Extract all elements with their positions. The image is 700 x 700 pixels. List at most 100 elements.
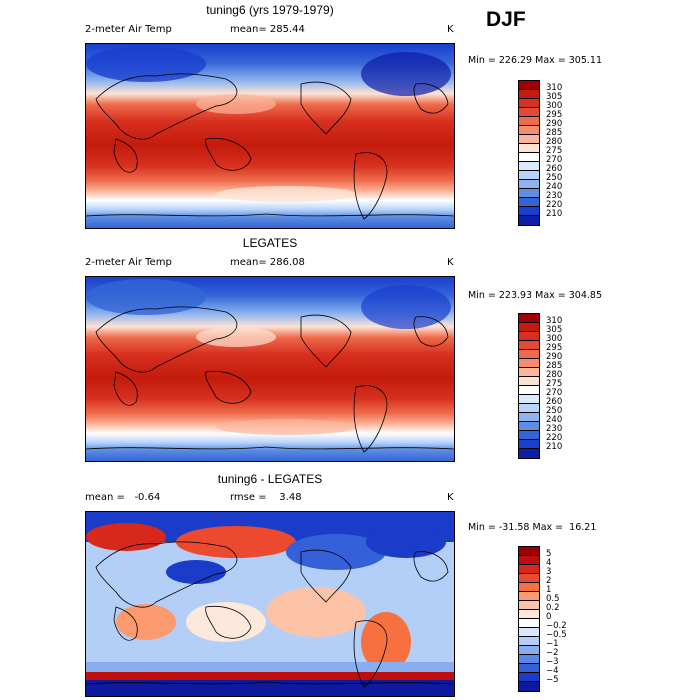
colorbar-swatch bbox=[519, 547, 539, 556]
colorbar-swatch bbox=[519, 99, 539, 108]
colorbar-swatch bbox=[519, 162, 539, 171]
colorbar-swatch bbox=[519, 395, 539, 404]
colorbar-swatch bbox=[519, 359, 539, 368]
colorbar-tick-label: 240 bbox=[546, 182, 563, 192]
colorbar-tick-label: 3 bbox=[546, 567, 552, 577]
colorbar-tick-label: −1 bbox=[546, 639, 559, 649]
colorbar-tick-label: 260 bbox=[546, 397, 563, 407]
colorbar-tick-label: 290 bbox=[546, 352, 563, 362]
colorbar-swatch bbox=[519, 655, 539, 664]
colorbar-tick-label: 300 bbox=[546, 101, 563, 111]
colorbar-swatch bbox=[519, 646, 539, 655]
colorbar-tick-label: 300 bbox=[546, 334, 563, 344]
colorbar-swatch bbox=[519, 216, 539, 225]
colorbar-tick-label: 0 bbox=[546, 612, 552, 622]
colorbar-swatch bbox=[519, 108, 539, 117]
panel-1-title: tuning6 (yrs 1979-1979) bbox=[206, 3, 334, 17]
colorbar-swatch bbox=[519, 610, 539, 619]
panel-3-unit: K bbox=[447, 492, 454, 503]
panel-1-colorbar bbox=[518, 80, 540, 226]
colorbar-swatch bbox=[519, 314, 539, 323]
panel-3-map bbox=[85, 511, 455, 697]
colorbar-tick-label: 280 bbox=[546, 137, 563, 147]
panel-2-colorbar-labels: 310 305 300 295 290 285 280 275 270 260 250 240 230 2… bbox=[546, 313, 606, 459]
colorbar-swatch bbox=[519, 198, 539, 207]
colorbar-tick-label: 285 bbox=[546, 128, 563, 138]
panel-1-map-field bbox=[86, 44, 454, 228]
panel-2-unit: K bbox=[447, 257, 454, 268]
panel-1-minmax: Min = 226.29 Max = 305.11 bbox=[468, 55, 602, 66]
colorbar-tick-label: 4 bbox=[546, 558, 552, 568]
colorbar-tick-label: 0.5 bbox=[546, 594, 560, 604]
colorbar-tick-label: 295 bbox=[546, 110, 563, 120]
panel-3-colorbar bbox=[518, 546, 540, 692]
colorbar-swatch bbox=[519, 180, 539, 189]
colorbar-swatch bbox=[519, 556, 539, 565]
colorbar-swatch bbox=[519, 144, 539, 153]
colorbar-swatch bbox=[519, 81, 539, 90]
colorbar-tick-label: 270 bbox=[546, 388, 563, 398]
colorbar-swatch bbox=[519, 350, 539, 359]
panel-1-variable: 2-meter Air Temp bbox=[85, 24, 172, 35]
panel-2-title: LEGATES bbox=[242, 236, 298, 250]
panel-2-minmax: Min = 223.93 Max = 304.85 bbox=[468, 290, 602, 301]
colorbar-swatch bbox=[519, 574, 539, 583]
panel-3-map-field bbox=[86, 512, 454, 696]
panel-3-title: tuning6 - LEGATES bbox=[217, 472, 323, 486]
colorbar-tick-label: 2 bbox=[546, 576, 552, 586]
colorbar-tick-label: 230 bbox=[546, 191, 563, 201]
colorbar-tick-label: 275 bbox=[546, 146, 563, 156]
colorbar-tick-label: 305 bbox=[546, 92, 563, 102]
colorbar-swatch bbox=[519, 153, 539, 162]
colorbar-swatch bbox=[519, 189, 539, 198]
colorbar-swatch bbox=[519, 413, 539, 422]
colorbar-swatch bbox=[519, 341, 539, 350]
panel-1-colorbar-labels: 310 305 300 295 290 285 280 275 270 260 250 240 230 2… bbox=[546, 80, 606, 226]
panel-1-unit: K bbox=[447, 24, 454, 35]
colorbar-swatch bbox=[519, 207, 539, 216]
colorbar-swatch bbox=[519, 368, 539, 377]
panel-2-map-field bbox=[86, 277, 454, 461]
season-label: DJF bbox=[486, 8, 526, 31]
colorbar-swatch bbox=[519, 601, 539, 610]
colorbar-swatch bbox=[519, 135, 539, 144]
colorbar-tick-label: 290 bbox=[546, 119, 563, 129]
colorbar-swatch bbox=[519, 323, 539, 332]
colorbar-tick-label: 210 bbox=[546, 442, 563, 452]
colorbar-tick-label: 280 bbox=[546, 370, 563, 380]
colorbar-swatch bbox=[519, 664, 539, 673]
colorbar-swatch bbox=[519, 637, 539, 646]
colorbar-tick-label: 295 bbox=[546, 343, 563, 353]
colorbar-tick-label: −5 bbox=[546, 675, 559, 685]
colorbar-swatch bbox=[519, 332, 539, 341]
colorbar-tick-label: 310 bbox=[546, 316, 563, 326]
colorbar-swatch bbox=[519, 404, 539, 413]
colorbar-swatch bbox=[519, 386, 539, 395]
colorbar-swatch bbox=[519, 682, 539, 691]
colorbar-tick-label: 270 bbox=[546, 155, 563, 165]
colorbar-tick-label: 1 bbox=[546, 585, 552, 595]
panel-2-variable: 2-meter Air Temp bbox=[85, 257, 172, 268]
colorbar-tick-label: 220 bbox=[546, 433, 563, 443]
colorbar-tick-label: 260 bbox=[546, 164, 563, 174]
colorbar-swatch bbox=[519, 431, 539, 440]
panel-3-mean: mean = -0.64 bbox=[85, 492, 161, 503]
colorbar-tick-label: −0.5 bbox=[546, 630, 567, 640]
colorbar-swatch bbox=[519, 90, 539, 99]
colorbar-swatch bbox=[519, 377, 539, 386]
colorbar-tick-label: 250 bbox=[546, 173, 563, 183]
panel-3-colorbar-labels: 5 4 3 2 1 0.5 0.2 0 −0.2 −0.5 −1 −2 −3 −4 −5 bbox=[546, 546, 606, 692]
panel-2-mean: mean= 286.08 bbox=[230, 257, 305, 268]
colorbar-swatch bbox=[519, 422, 539, 431]
colorbar-swatch bbox=[519, 449, 539, 458]
colorbar-swatch bbox=[519, 619, 539, 628]
colorbar-tick-label: 305 bbox=[546, 325, 563, 335]
colorbar-tick-label: −4 bbox=[546, 666, 559, 676]
colorbar-tick-label: −2 bbox=[546, 648, 559, 658]
colorbar-swatch bbox=[519, 583, 539, 592]
colorbar-tick-label: 310 bbox=[546, 83, 563, 93]
panel-2-colorbar bbox=[518, 313, 540, 459]
colorbar-tick-label: −0.2 bbox=[546, 621, 567, 631]
panel-3-rmse: rmse = 3.48 bbox=[230, 492, 302, 503]
panel-3-minmax: Min = -31.58 Max = 16.21 bbox=[468, 522, 597, 533]
